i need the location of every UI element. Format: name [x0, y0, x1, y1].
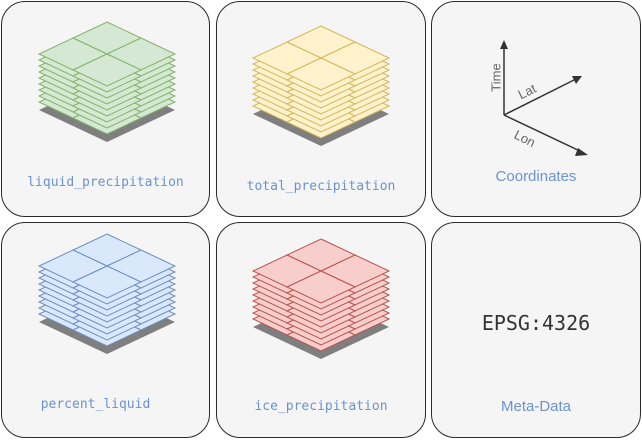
panel-liquid-precipitation: liquid_precipitation [1, 1, 210, 217]
panel-coordinates: Time Lat Lon Coordinates [431, 1, 641, 217]
data-cube-percent [37, 233, 177, 354]
variable-label-liquid: liquid_precipitation [27, 175, 184, 190]
data-cube-total [251, 25, 391, 146]
panel-metadata: EPSG:4326 Meta-Data [431, 222, 641, 438]
metadata-caption: Meta-Data [500, 398, 572, 415]
data-tile-stack [285, 270, 357, 359]
crs-code: EPSG:4326 [481, 311, 591, 335]
lon-axis [503, 114, 583, 153]
variable-label-percent: percent_liquid [40, 397, 151, 412]
data-cube-ice [251, 238, 391, 359]
time-axis-arrowhead [500, 40, 508, 49]
time-layer [71, 265, 143, 299]
lat-axis [503, 78, 577, 116]
coordinate-axes [500, 40, 588, 156]
lat-axis-arrowhead [572, 76, 582, 84]
data-tile-stack [285, 57, 357, 146]
time-layer [285, 270, 357, 304]
data-tile-stack [71, 265, 143, 354]
time-layer [285, 57, 357, 91]
variable-label-ice: ice_precipitation [254, 399, 388, 414]
panel-ice-precipitation: ice_precipitation [216, 222, 426, 438]
time-axis-label: Time [488, 63, 504, 92]
panel-total-precipitation: total_precipitation [216, 1, 426, 217]
panel-percent-liquid: percent_liquid [1, 222, 210, 438]
lon-axis-arrowhead [575, 148, 588, 156]
variable-label-total: total_precipitation [246, 179, 396, 194]
coordinates-caption: Coordinates [495, 168, 577, 185]
time-layer [71, 53, 143, 87]
data-cube-liquid [37, 21, 177, 142]
data-tile-stack [71, 53, 143, 142]
